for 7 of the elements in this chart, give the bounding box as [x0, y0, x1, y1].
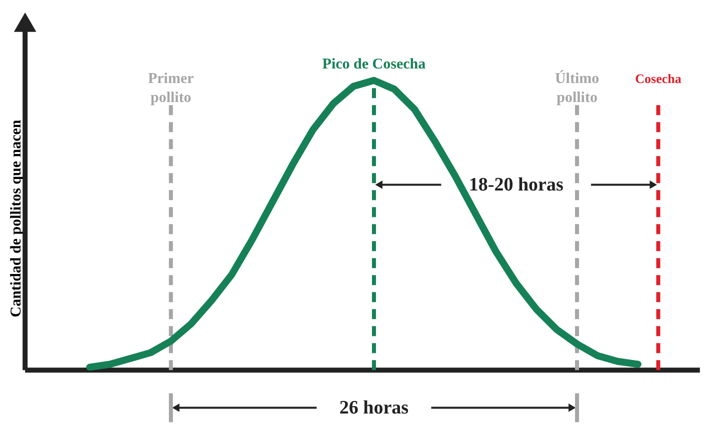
text: Pico de Cosecha — [322, 56, 426, 73]
annotation: Último pollito — [554, 70, 600, 106]
annotation: Cosecha — [635, 71, 682, 86]
text: 26 horas — [339, 398, 409, 419]
annotation: Primer pollito — [148, 71, 194, 106]
y-axis-title: Cantidad de pollitos que nacen — [8, 119, 24, 318]
annotation: 18-20 horas — [468, 174, 564, 196]
